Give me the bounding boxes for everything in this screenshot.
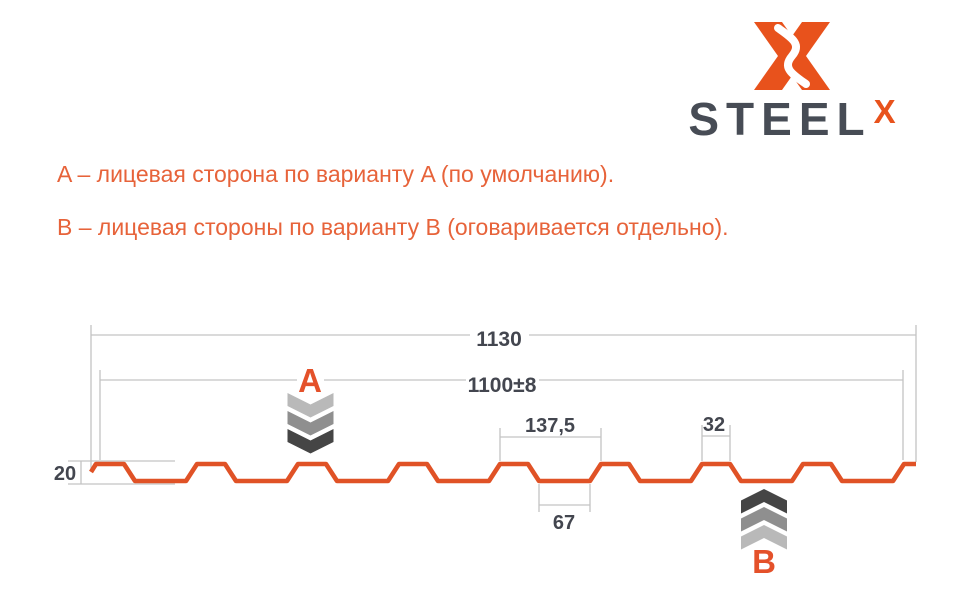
chevron-up-icon — [741, 507, 787, 532]
logo-brand-text: STEEL — [688, 93, 872, 145]
chevron-down-icon — [287, 411, 334, 436]
note-variant-a: A – лицевая сторона по варианту A (по ум… — [57, 161, 615, 187]
chevron-up-icon — [741, 525, 787, 550]
dim-rib-pitch: 137,5 — [499, 415, 602, 461]
dim-rib-top-width-label: 32 — [703, 414, 725, 436]
dim-valley-width-label: 67 — [553, 512, 575, 534]
logo-wordmark: STEELX — [678, 93, 906, 145]
note-variant-b: B – лицевая стороны по варианту B (огова… — [57, 214, 729, 240]
logo-brand-sup-x: X — [873, 93, 896, 130]
side-b-marker: B — [741, 489, 787, 580]
dim-profile-height-label: 20 — [54, 463, 76, 485]
dim-overall-width: 1130 — [90, 325, 917, 470]
side-b-letter: B — [752, 543, 776, 580]
dim-valley-width: 67 — [538, 484, 591, 534]
dim-rib-top-width: 32 — [701, 414, 731, 461]
dim-working-width: 1100±8 — [99, 370, 904, 460]
side-a-marker: A — [287, 362, 334, 454]
logo: STEELX — [678, 22, 906, 142]
dim-overall-width-label: 1130 — [476, 328, 522, 351]
profile-drawing: 1130 1100±8 137,5 32 — [54, 325, 917, 580]
sheet-profile-outline — [89, 461, 916, 484]
chevron-up-icon — [741, 489, 787, 514]
chevron-down-icon — [287, 429, 334, 454]
logo-x-icon — [754, 22, 830, 90]
side-a-letter: A — [298, 362, 322, 399]
dim-working-width-label: 1100±8 — [468, 374, 537, 397]
dim-rib-pitch-label: 137,5 — [525, 415, 575, 437]
dim-profile-height: 20 — [54, 460, 175, 485]
chevron-down-icon — [287, 393, 334, 418]
